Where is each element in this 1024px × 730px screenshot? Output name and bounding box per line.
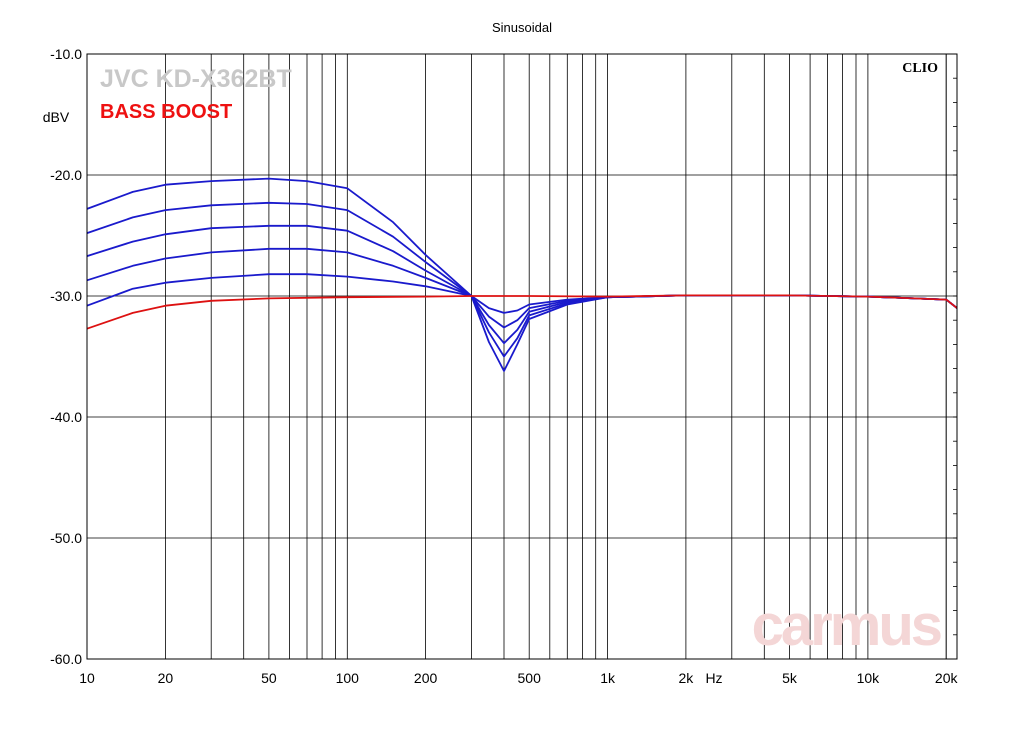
model-label: JVC KD-X362BT	[100, 65, 292, 93]
gridlines	[86, 53, 957, 660]
x-tick-label: 10k	[857, 670, 881, 686]
clio-brand: CLIO	[902, 61, 938, 76]
mode-label: BASS BOOST	[100, 101, 232, 123]
x-tick-label: 20	[158, 670, 174, 686]
y-tick-labels: -10.0 -20.0 -30.0 -40.0 -50.0 -60.0	[50, 46, 82, 667]
x-tick-label: 20k	[935, 670, 959, 686]
series-line	[86, 273, 958, 314]
carmus-watermark: carmus	[752, 593, 941, 658]
y-tick-label: -20.0	[50, 167, 82, 183]
x-tick-label: 5k	[782, 670, 798, 686]
y-tick-label: -60.0	[50, 651, 82, 667]
series-line	[86, 294, 958, 330]
series-line	[86, 177, 958, 372]
x-axis-label: Hz	[705, 670, 722, 686]
y-axis-label: dBV	[43, 109, 70, 125]
x-tick-label: 50	[261, 670, 277, 686]
y-tick-label: -50.0	[50, 530, 82, 546]
y-tick-label: -40.0	[50, 409, 82, 425]
x-tick-label: 200	[414, 670, 438, 686]
watermark: carmus	[752, 593, 944, 658]
series-layer	[86, 177, 958, 372]
series-line	[86, 224, 958, 345]
x-tick-label: 100	[336, 670, 360, 686]
x-tick-label: 10	[79, 670, 95, 686]
x-tick-label: 1k	[600, 670, 616, 686]
x-tick-label: 2k	[679, 670, 695, 686]
x-tick-labels: 10 20 50 100 200 500 1k 2k 5k 10k 20k	[79, 670, 958, 686]
plot-frame	[86, 53, 958, 660]
y-tick-label: -30.0	[50, 288, 82, 304]
chart-title: Sinusoidal	[492, 20, 552, 35]
x-tick-label: 500	[518, 670, 542, 686]
y-tick-label: -10.0	[50, 46, 82, 62]
series-line	[86, 247, 958, 329]
